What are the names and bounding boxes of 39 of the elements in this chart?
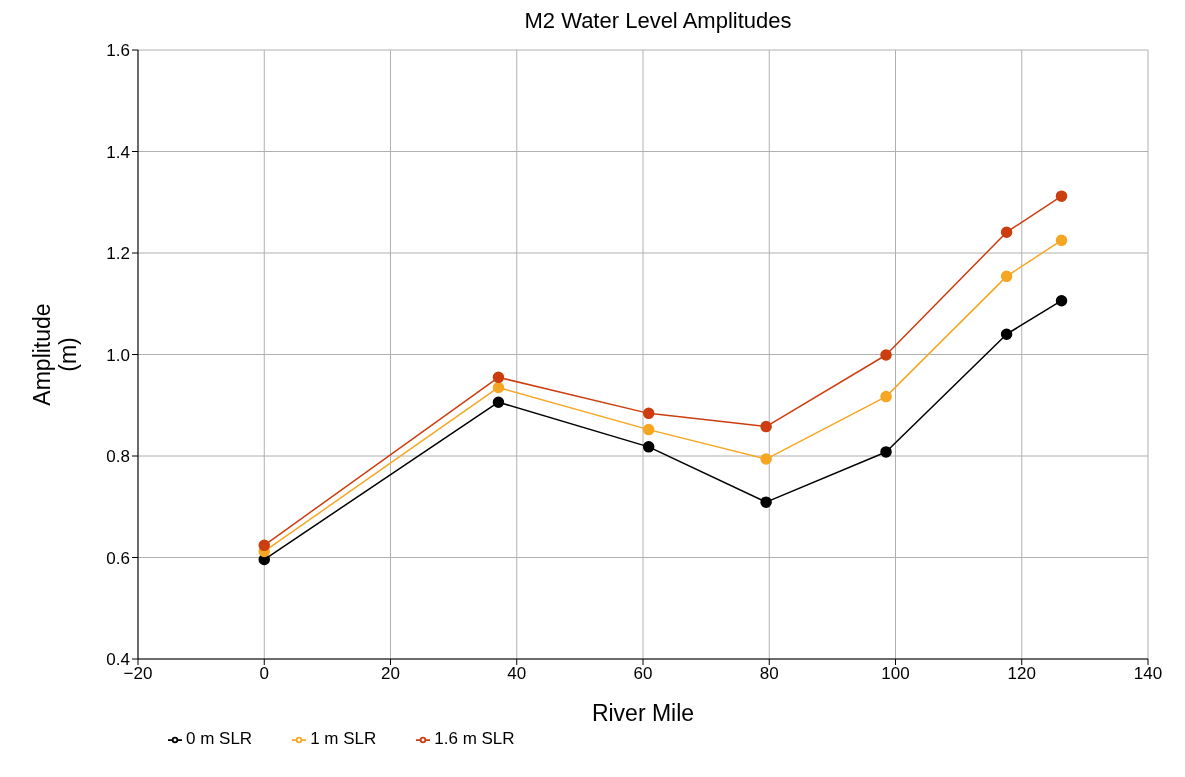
x-tick-label: 20 (381, 664, 400, 684)
chart-title: M2 Water Level Amplitudes (523, 8, 793, 34)
point (760, 453, 772, 465)
point (492, 381, 505, 394)
point (1055, 294, 1068, 307)
x-tick-label: 40 (507, 664, 527, 684)
y-tick-label: 1.4 (106, 142, 130, 162)
x-tick-label: 100 (881, 664, 910, 684)
point (880, 446, 892, 458)
legend-label: 1 m SLR (310, 729, 377, 748)
point (1000, 328, 1013, 340)
y-tick-label: 1.6 (106, 41, 130, 61)
point (258, 539, 270, 552)
legend-label: 1.6 m SLR (434, 729, 515, 748)
x-axis-title: River Mile (591, 700, 695, 726)
point (1055, 234, 1068, 247)
y-axis-title: Amplitude (m) (29, 303, 81, 406)
point (760, 420, 772, 433)
y-tick-label: 1.2 (106, 244, 130, 264)
y-tick-label: 0.8 (106, 447, 130, 467)
x-tick-label: 0 (259, 664, 269, 684)
point (880, 390, 892, 403)
point (1055, 190, 1068, 202)
x-tick-label: 80 (759, 664, 779, 684)
point (642, 441, 655, 453)
x-tick-label: 140 (1133, 664, 1163, 684)
x-tick-label: 120 (1007, 664, 1036, 684)
x-tick-label: 60 (633, 664, 653, 684)
point (642, 423, 655, 436)
legend-label: 0 m SLR (186, 729, 253, 748)
point (492, 371, 505, 384)
point (492, 396, 505, 408)
y-tick-label: 1.0 (106, 345, 130, 365)
point (760, 496, 772, 508)
y-tick-label: 0.6 (106, 548, 130, 568)
point (1000, 226, 1013, 238)
point (880, 349, 892, 361)
point (642, 407, 655, 420)
point (1000, 270, 1013, 283)
